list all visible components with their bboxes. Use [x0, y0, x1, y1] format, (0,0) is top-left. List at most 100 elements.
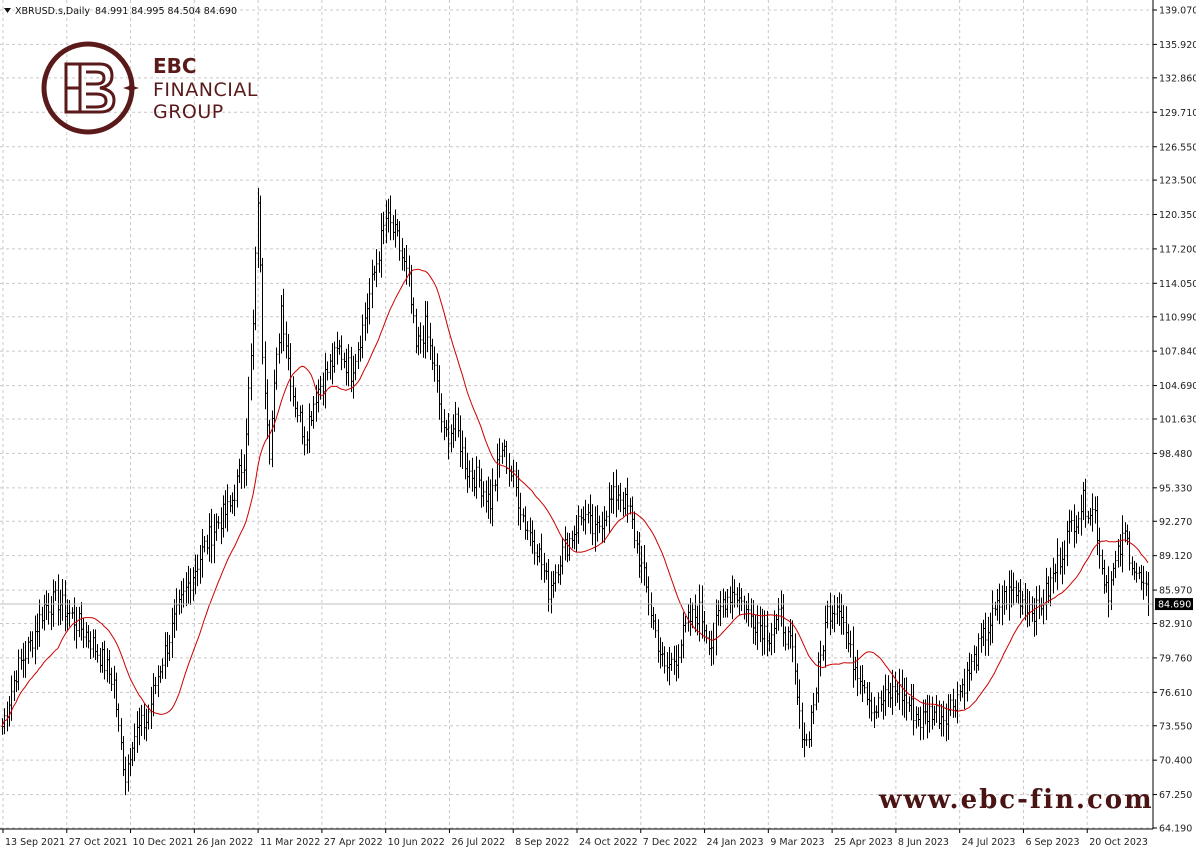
- ohlc-bar: [761, 608, 764, 656]
- ohlc-bar: [296, 401, 299, 423]
- ohlc-bar: [589, 494, 592, 534]
- ohlc-bar: [401, 238, 404, 271]
- ohlc-bar: [120, 718, 123, 751]
- ohlc-bar: [233, 484, 236, 517]
- ohlc-bar: [668, 646, 671, 686]
- ohlc-bar: [1080, 494, 1083, 536]
- ohlc-bar: [608, 482, 611, 534]
- ohlc-bar: [92, 629, 95, 658]
- ohlc-bar: [1070, 510, 1073, 532]
- ohlc-bar: [894, 671, 897, 707]
- ohlc-bar: [103, 640, 106, 680]
- ohlc-bar: [945, 703, 948, 742]
- ohlc-bar: [582, 506, 585, 532]
- ohlc-bar: [278, 333, 281, 364]
- ohlc-bar: [498, 438, 501, 478]
- ohlc-bar: [666, 652, 669, 682]
- ohlc-bar: [968, 652, 971, 691]
- ohlc-bar: [747, 592, 750, 627]
- ohlc-bar: [768, 632, 771, 652]
- y-tick-label: 82.910: [1159, 619, 1192, 630]
- ohlc-bar: [268, 419, 271, 465]
- ohlc-bar: [650, 592, 653, 628]
- ohlc-bar: [99, 648, 102, 673]
- ohlc-bar: [571, 530, 574, 549]
- ohlc-bar: [947, 694, 950, 740]
- ohlc-bar: [113, 665, 116, 699]
- ohlc-bar: [1075, 515, 1078, 544]
- ohlc-bar: [694, 594, 697, 633]
- y-tick-label: 135.920: [1159, 40, 1196, 51]
- ohlc-bar: [157, 665, 160, 698]
- ohlc-bar: [554, 564, 557, 592]
- ohlc-bar: [798, 679, 801, 729]
- ohlc-bar: [647, 576, 650, 616]
- ohlc-bar: [1068, 509, 1071, 544]
- brand-logo-monogram-icon: [64, 62, 116, 114]
- ohlc-bar: [1024, 582, 1027, 621]
- ohlc-bar: [82, 618, 85, 649]
- ohlc-bar: [264, 341, 267, 410]
- ohlc-bar: [150, 686, 153, 730]
- ohlc-bar: [791, 620, 794, 663]
- ohlc-bar: [206, 534, 209, 555]
- ohlc-bar: [636, 530, 639, 554]
- ohlc-bar: [440, 393, 443, 433]
- ohlc-bar: [173, 599, 176, 638]
- ohlc-bar: [729, 586, 732, 614]
- y-tick-label: 117.200: [1159, 244, 1196, 255]
- ohlc-bar: [852, 626, 855, 688]
- ohlc-bar: [129, 747, 132, 776]
- ohlc-bar: [952, 688, 955, 718]
- ohlc-bar: [461, 430, 464, 470]
- ohlc-bar: [915, 706, 918, 729]
- ohlc-bar: [710, 630, 713, 666]
- ohlc-bar: [640, 545, 643, 583]
- ohlc-bar: [866, 682, 869, 706]
- ohlc-bar: [124, 756, 127, 796]
- ohlc-bar: [819, 640, 822, 677]
- ohlc-bar: [661, 641, 664, 667]
- ohlc-bar: [464, 437, 467, 480]
- ohlc-bar: [970, 654, 973, 681]
- ohlc-bar: [482, 481, 485, 507]
- ohlc-bar: [164, 632, 167, 679]
- ohlc-bar: [1033, 598, 1036, 637]
- ohlc-bar: [877, 692, 880, 718]
- ohlc-bar: [445, 419, 448, 437]
- ohlc-bar: [131, 741, 134, 767]
- ohlc-bar: [605, 510, 608, 527]
- ohlc-bar: [1101, 549, 1104, 575]
- ohlc-bar: [15, 670, 18, 693]
- ohlc-bar: [273, 369, 276, 432]
- ohlc-bar: [717, 600, 720, 626]
- ohlc-bar: [254, 246, 257, 331]
- ohlc-bar: [794, 633, 797, 685]
- ohlc-bar: [1131, 556, 1134, 576]
- ohlc-bar: [415, 308, 418, 354]
- ohlc-bar: [1107, 566, 1110, 618]
- ohlc-bar: [912, 683, 915, 736]
- ohlc-bar: [856, 649, 859, 697]
- ohlc-bar: [901, 669, 904, 716]
- ohlc-bar: [982, 619, 985, 647]
- ohlc-bar: [1001, 585, 1004, 626]
- ohlc-bar: [622, 491, 625, 517]
- y-tick-label: 129.710: [1159, 108, 1196, 119]
- ohlc-bar: [417, 326, 420, 356]
- ohlc-bar: [1140, 564, 1143, 590]
- ohlc-bar: [301, 404, 304, 445]
- ohlc-bar: [452, 414, 455, 448]
- ohlc-bar: [308, 403, 311, 454]
- ohlc-bar: [991, 590, 994, 644]
- ohlc-bar: [1087, 510, 1090, 524]
- ohlc-bar: [13, 670, 16, 701]
- ohlc-bar: [903, 677, 906, 718]
- ohlc-bar: [1128, 531, 1131, 571]
- ohlc-bar: [963, 668, 966, 710]
- ohlc-bar: [680, 639, 683, 663]
- ohlc-bar: [215, 513, 218, 541]
- ohlc-bar: [410, 264, 413, 314]
- ohlc-bar: [180, 580, 183, 614]
